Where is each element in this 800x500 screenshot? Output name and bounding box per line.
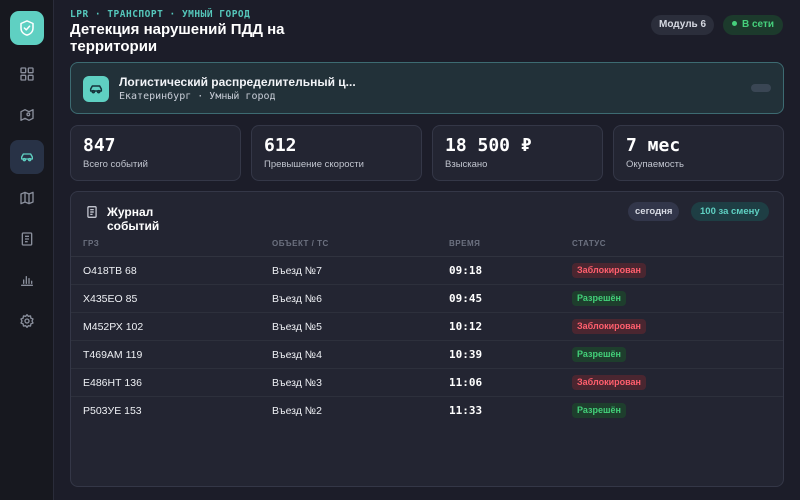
time-cell: 10:39	[449, 348, 483, 361]
stat-value: 612	[264, 135, 297, 156]
object-cell: Въезд №4	[272, 349, 322, 361]
time-cell: 10:12	[449, 320, 483, 333]
object-cell: Въезд №2	[272, 405, 322, 417]
gear-icon	[20, 314, 34, 328]
stat-speeding: 612 Превышение скорости	[251, 125, 422, 181]
page-title: Детекция нарушений ПДД на территории	[70, 21, 285, 55]
object-cell: Въезд №3	[272, 377, 322, 389]
object-cell: Въезд №7	[272, 265, 322, 277]
shield-check-icon	[20, 20, 34, 36]
table-row[interactable]: Х435ЕО 85 Въезд №6 09:45 Разрешён	[71, 285, 783, 313]
sidebar	[0, 0, 54, 500]
time-cell: 11:06	[449, 376, 483, 389]
plate-cell: М452РХ 102	[83, 321, 144, 333]
column-header-plate: ГРЗ	[83, 239, 100, 248]
stat-label: Превышение скорости	[264, 159, 364, 170]
stat-value: 7 мес	[626, 135, 681, 156]
stat-total-events: 847 Всего событий	[70, 125, 241, 181]
filter-today-button[interactable]: сегодня	[628, 202, 680, 221]
plate-cell: Р503УЕ 153	[83, 405, 142, 417]
nav-settings[interactable]	[10, 304, 44, 338]
site-toggle[interactable]	[751, 84, 771, 92]
journal-title: Журнал событий	[107, 205, 160, 233]
site-card[interactable]: Логистический распределительный ц... Ека…	[70, 62, 784, 114]
nav-transport[interactable]	[10, 140, 44, 174]
status-badge: Разрешён	[572, 291, 626, 306]
table-row[interactable]: О418ТВ 68 Въезд №7 09:18 Заблокирован	[71, 257, 783, 285]
time-cell: 09:18	[449, 264, 483, 277]
object-cell: Въезд №6	[272, 293, 322, 305]
document-icon	[21, 232, 33, 246]
stat-label: Всего событий	[83, 159, 148, 170]
column-header-status: СТАТУС	[572, 239, 606, 248]
plate-cell: О418ТВ 68	[83, 265, 137, 277]
status-badge: Заблокирован	[572, 375, 646, 390]
stat-collected: 18 500 ₽ Взыскано	[432, 125, 603, 181]
stat-payback: 7 мес Окупаемость	[613, 125, 784, 181]
header-eyebrow: LPR · ТРАНСПОРТ · УМНЫЙ ГОРОД	[70, 9, 251, 20]
table-row[interactable]: Р503УЕ 153 Въезд №2 11:33 Разрешён	[71, 397, 783, 425]
status-dot-icon	[732, 20, 737, 26]
column-header-time: ВРЕМЯ	[449, 239, 481, 248]
journal-icon	[87, 206, 97, 218]
events-journal: Журнал событий сегодня 100 за смену ГРЗ …	[70, 191, 784, 487]
status-badge: Разрешён	[572, 347, 626, 362]
time-cell: 09:45	[449, 292, 483, 305]
dashboard-icon	[20, 67, 34, 81]
map-route-icon	[20, 109, 34, 121]
online-status-label: В сети	[742, 19, 775, 30]
table-row[interactable]: М452РХ 102 Въезд №5 10:12 Заблокирован	[71, 313, 783, 341]
object-cell: Въезд №5	[272, 321, 322, 333]
stat-label: Окупаемость	[626, 159, 684, 170]
plate-cell: Е486НТ 136	[83, 377, 142, 389]
site-name: Логистический распределительный ц...	[119, 75, 356, 89]
status-badge: Заблокирован	[572, 319, 646, 334]
stat-value: 18 500 ₽	[445, 135, 532, 156]
filter-shift-button[interactable]: 100 за смену	[691, 202, 769, 221]
nav-routes[interactable]	[10, 98, 44, 132]
map-icon	[20, 191, 34, 205]
plate-cell: Х435ЕО 85	[83, 293, 138, 305]
status-badge: Разрешён	[572, 403, 626, 418]
nav-map[interactable]	[10, 181, 44, 215]
bar-chart-icon	[21, 276, 33, 286]
nav-analytics[interactable]	[10, 263, 44, 297]
site-location: Екатеринбург · Умный город	[119, 91, 276, 102]
plate-cell: Т469АМ 119	[83, 349, 143, 361]
stat-label: Взыскано	[445, 159, 488, 170]
time-cell: 11:33	[449, 404, 483, 417]
site-car-icon	[83, 76, 109, 102]
table-header: ГРЗ ОБЪЕКТ / ТС ВРЕМЯ СТАТУС	[71, 230, 783, 257]
column-header-object: ОБЪЕКТ / ТС	[272, 239, 329, 248]
car-icon	[21, 153, 33, 162]
stat-value: 847	[83, 135, 116, 156]
table-row[interactable]: Т469АМ 119 Въезд №4 10:39 Разрешён	[71, 341, 783, 369]
app-logo[interactable]	[10, 11, 44, 45]
nav-dashboard[interactable]	[10, 57, 44, 91]
online-status-badge: В сети	[723, 15, 784, 35]
table-row[interactable]: Е486НТ 136 Въезд №3 11:06 Заблокирован	[71, 369, 783, 397]
nav-reports[interactable]	[10, 222, 44, 256]
module-badge[interactable]: Модуль 6	[651, 15, 715, 35]
status-badge: Заблокирован	[572, 263, 646, 278]
